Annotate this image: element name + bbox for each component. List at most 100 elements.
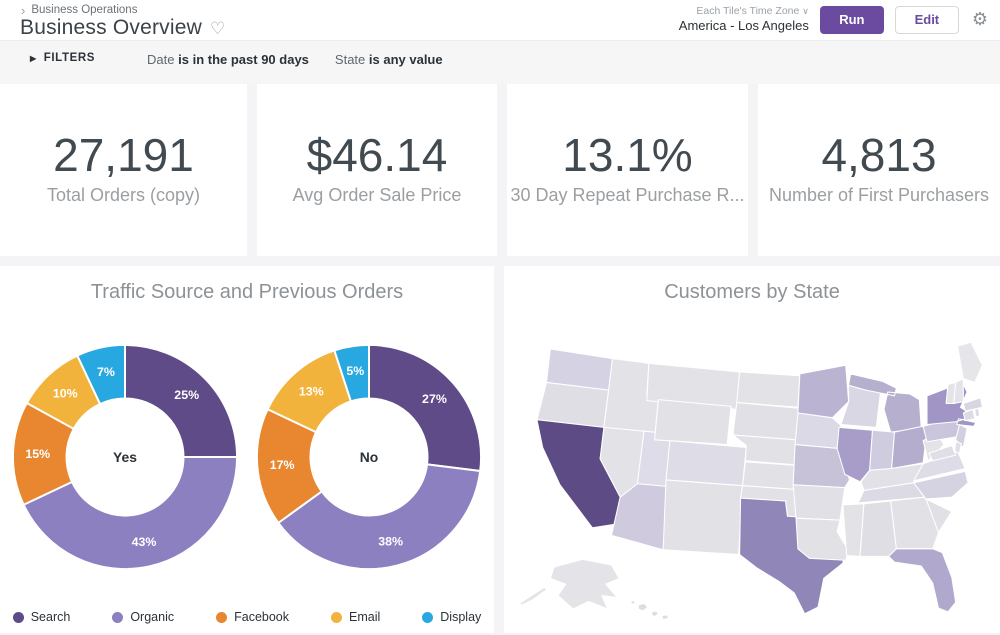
breadcrumb[interactable]: › Business Operations (21, 2, 138, 18)
state-AL[interactable] (859, 500, 897, 557)
filter-date[interactable]: Date is in the past 90 days (147, 52, 309, 67)
filter-bar: ▶ FILTERS Date is in the past 90 days St… (0, 40, 1000, 84)
donut-slice-value: 17% (270, 458, 295, 472)
state-OH[interactable] (891, 425, 928, 470)
breadcrumb-label[interactable]: Business Operations (31, 4, 138, 16)
dashboard-header: › Business Operations Business Overview … (0, 0, 1000, 40)
filters-label: FILTERS (43, 52, 96, 64)
kpi-value: $46.14 (306, 129, 448, 181)
usa-choropleth-map (514, 328, 992, 630)
donut-slice-value: 10% (53, 386, 78, 400)
legend-label: Email (349, 610, 381, 624)
state-NC[interactable] (913, 470, 969, 500)
legend-item-facebook[interactable]: Facebook (216, 610, 289, 624)
edit-button[interactable]: Edit (894, 5, 959, 34)
donut-slice-value: 15% (25, 447, 50, 461)
state-AR[interactable] (792, 484, 846, 521)
traffic-source-tile: Traffic Source and Previous Orders 25% 43… (0, 266, 494, 633)
gear-icon[interactable]: ⚙ (971, 9, 988, 30)
kpi-label: Number of First Purchasers (768, 185, 990, 205)
legend-dot-display (422, 611, 434, 623)
kpi-tile-first-purchasers[interactable]: 4,813 Number of First Purchasers (758, 84, 1000, 256)
chevron-down-icon: ∨ (802, 6, 809, 16)
donut-slice-yes-display[interactable] (76, 343, 126, 406)
kpi-value: 4,813 (821, 129, 937, 181)
legend-item-organic[interactable]: Organic (112, 610, 174, 624)
state-WY[interactable] (654, 399, 732, 446)
donut-slice-value: 25% (174, 388, 199, 402)
state-FL[interactable] (888, 548, 957, 613)
donut-slice-value: 13% (299, 385, 324, 399)
donut-chart-title: Traffic Source and Previous Orders (90, 281, 404, 303)
filter-date-field: Date (147, 52, 175, 67)
kpi-label: Avg Order Sale Price (292, 185, 462, 205)
donut-center-label: Yes (113, 449, 137, 465)
legend-label: Search (30, 610, 71, 624)
state-SC[interactable] (925, 498, 953, 534)
legend-item-email[interactable]: Email (331, 610, 380, 624)
legend-item-display[interactable]: Display (422, 610, 481, 624)
kpi-value: 13.1% (562, 129, 693, 181)
legend-item-search[interactable]: Search (12, 610, 71, 624)
donut-slice-value: 38% (378, 534, 403, 548)
legend-dot-search (12, 611, 24, 623)
donut-chart-yes[interactable]: 25% 43% 15% 10% 7% Yes (6, 338, 244, 576)
state-LA[interactable] (795, 517, 850, 561)
state-DE[interactable] (954, 441, 962, 454)
legend-dot-email (331, 611, 343, 623)
state-GA[interactable] (890, 496, 941, 550)
kpi-tile-repeat-purchase[interactable]: 13.1% 30 Day Repeat Purchase R... (507, 84, 748, 256)
timezone-label: Each Tile's Time Zone (696, 5, 800, 17)
kpi-value: 27,191 (53, 129, 194, 181)
state-RI[interactable] (974, 407, 981, 418)
donut-slice-value: 27% (422, 392, 447, 406)
legend-dot-facebook (216, 611, 228, 623)
state-MN[interactable] (797, 364, 850, 419)
timezone-dropdown[interactable]: Each Tile's Time Zone ∨ America - Los An… (679, 5, 809, 34)
donut-chart-no[interactable]: 27% 38% 17% 13% 5% No (250, 338, 488, 576)
donut-slice-no-display[interactable] (333, 343, 370, 403)
legend-label: Organic (130, 610, 175, 624)
state-NM[interactable] (662, 479, 744, 556)
state-MA[interactable] (962, 397, 983, 412)
donut-center-label: No (360, 449, 379, 465)
state-IN[interactable] (869, 429, 896, 471)
state-HI[interactable] (630, 599, 670, 621)
state-ME[interactable] (957, 341, 983, 383)
donut-slice-no-organic[interactable] (277, 463, 482, 571)
state-NJ[interactable] (955, 423, 968, 448)
chart-legend: Search Organic Facebook Email Display (0, 610, 494, 624)
state-SD[interactable] (732, 401, 800, 441)
legend-dot-organic (112, 611, 124, 623)
filter-state[interactable]: State is any value (335, 52, 443, 67)
customers-by-state-tile: Customers by State (504, 266, 1000, 633)
donut-slice-no-search[interactable] (368, 343, 483, 473)
filters-toggle[interactable]: ▶ FILTERS (30, 52, 95, 64)
donut-slice-value: 5% (346, 364, 364, 378)
run-button[interactable]: Run (819, 5, 884, 34)
donut-slice-value: 43% (132, 535, 157, 549)
filter-date-condition: is in the past 90 days (178, 52, 309, 67)
favorite-heart-icon[interactable]: ♡ (209, 19, 226, 38)
state-AK[interactable] (519, 558, 620, 610)
state-MD[interactable] (928, 445, 957, 462)
page-title: Business Overview (20, 16, 202, 39)
donut-slice-yes-organic[interactable] (22, 456, 239, 571)
filter-state-condition: is any value (368, 52, 443, 67)
legend-label: Facebook (234, 610, 290, 624)
donut-slice-value: 7% (97, 365, 115, 379)
filter-state-field: State (334, 52, 366, 67)
kpi-label: Total Orders (copy) (46, 185, 201, 205)
timezone-value[interactable]: America - Los Angeles (678, 18, 809, 34)
kpi-tile-total-orders[interactable]: 27,191 Total Orders (copy) (0, 84, 247, 256)
kpi-label: 30 Day Repeat Purchase R... (510, 185, 745, 205)
map-title: Customers by State (664, 281, 840, 303)
state-ND[interactable] (736, 371, 801, 408)
filters-arrow-icon: ▶ (30, 53, 37, 63)
state-NH[interactable] (953, 378, 964, 405)
state-CO[interactable] (665, 440, 747, 487)
kpi-tile-avg-order-price[interactable]: $46.14 Avg Order Sale Price (257, 84, 497, 256)
state-IA[interactable] (794, 412, 842, 449)
breadcrumb-chevron-icon: › (21, 2, 26, 18)
donut-slice-yes-search[interactable] (124, 343, 239, 458)
